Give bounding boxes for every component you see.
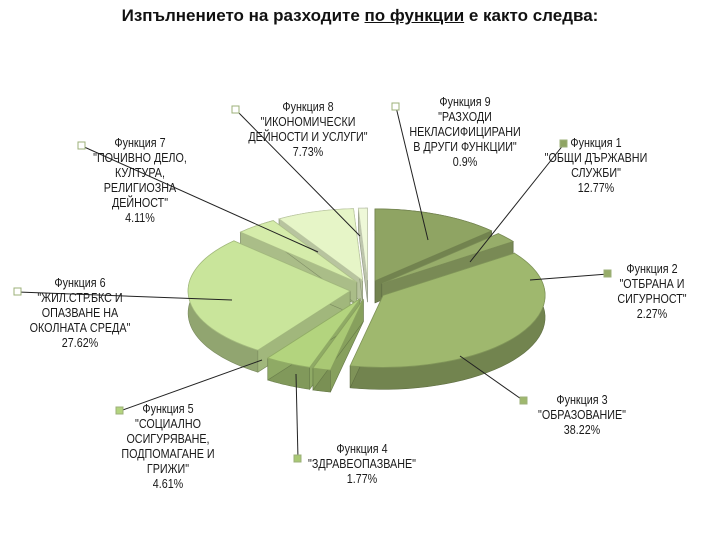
- slice-name: Функция 7: [114, 136, 166, 150]
- slice-label-9: Функция 9 "РАЗХОДИ НЕКЛАСИФИЦИРАНИ В ДРУГИ …: [396, 95, 534, 170]
- slice-category-line: "ИКОНОМИЧЕСКИ: [260, 115, 356, 129]
- slice-percent: 12.77%: [577, 181, 615, 195]
- slice-category-line: "ПОЧИВНО ДЕЛО,: [93, 151, 187, 165]
- legend-marker-7: [77, 141, 86, 150]
- leader-line-6: [17, 291, 233, 301]
- leader-line-8: [235, 109, 361, 237]
- slice-category-line: ОКОЛНАТА СРЕДА": [29, 321, 131, 335]
- slice-percent: 7.73%: [292, 145, 324, 159]
- slice-category-line: ПОДПОМАГАНЕ И: [121, 447, 215, 461]
- slide-title: Изпълнението на разходите по функции е к…: [121, 6, 599, 25]
- slice-name: Функция 1: [570, 136, 622, 150]
- slice-category-line: "СОЦИАЛНО: [135, 417, 201, 431]
- slice-category-line: В ДРУГИ ФУНКЦИИ": [413, 140, 517, 154]
- leader-line-3: [459, 355, 525, 402]
- slice-category-line: КУЛТУРА,: [115, 166, 165, 180]
- slice-percent: 1.77%: [346, 472, 378, 486]
- slice-label-1: Функция 1 "ОБЩИ ДЪРЖАВНИ СЛУЖБИ" 12.77%: [527, 136, 665, 196]
- slice-name: Функция 4: [336, 442, 388, 456]
- leader-line-9: [395, 106, 429, 241]
- legend-marker-1: [559, 139, 568, 148]
- slice-category-line: ДЕЙНОСТИ И УСЛУГИ": [248, 130, 368, 144]
- slice-name: Функция 9: [439, 95, 491, 109]
- legend-marker-3: [519, 396, 528, 405]
- pie-slice-9: [357, 207, 368, 303]
- slice-name: Функция 3: [556, 393, 608, 407]
- slice-percent: 4.11%: [125, 211, 155, 225]
- slice-category-line: "ЖИЛ.СТР.БКС И: [37, 291, 123, 305]
- leader-line-5: [119, 359, 263, 412]
- pie-slice-6: [187, 240, 351, 373]
- slice-name: Функция 8: [282, 100, 334, 114]
- slice-category-line: "ОБРАЗОВАНИЕ": [538, 408, 626, 422]
- pie-slice-3: [349, 252, 546, 390]
- leader-line-2: [529, 273, 609, 281]
- legend-marker-8: [231, 105, 240, 114]
- slice-category-line: СИГУРНОСТ": [617, 292, 687, 306]
- slice-name: Функция 5: [142, 402, 194, 416]
- slice-category-line: ДЕЙНОСТ": [111, 196, 169, 210]
- pie-slice-4: [312, 298, 364, 393]
- slice-percent: 27.62%: [61, 336, 99, 350]
- legend-marker-9: [391, 102, 400, 111]
- slice-category-line: СЛУЖБИ": [571, 166, 621, 180]
- leader-line-1: [469, 143, 565, 263]
- slice-label-7: Функция 7 "ПОЧИВНО ДЕЛО, КУЛТУРА, РЕЛИГИОЗН…: [71, 136, 209, 226]
- slice-name: Функция 2: [626, 262, 678, 276]
- slice-label-8: Функция 8 "ИКОНОМИЧЕСКИ ДЕЙНОСТИ И УСЛУГИ"…: [239, 100, 377, 160]
- slice-label-3: Функция 3 "ОБРАЗОВАНИЕ" 38.22%: [513, 393, 651, 438]
- slice-category-line: "РАЗХОДИ: [438, 110, 492, 124]
- slice-category-line: "ОТБРАНА И: [619, 277, 685, 291]
- legend-marker-5: [115, 406, 124, 415]
- slice-percent: 0.9%: [452, 155, 478, 169]
- slice-label-6: Функция 6 "ЖИЛ.СТР.БКС И ОПАЗВАНЕ НА ОКОЛНА…: [11, 276, 149, 351]
- slice-label-2: Функция 2 "ОТБРАНА И СИГУРНОСТ" 2.27%: [583, 262, 720, 322]
- slice-category-line: ОПАЗВАНЕ НА: [41, 306, 119, 320]
- leader-line-4: [295, 373, 299, 460]
- legend-marker-2: [603, 269, 612, 278]
- slice-category-line: "ОБЩИ ДЪРЖАВНИ: [544, 151, 648, 165]
- slice-category-line: РЕЛИГИОЗНА: [103, 181, 177, 195]
- leader-line-7: [81, 145, 319, 253]
- slice-category-line: ОСИГУРЯВАНЕ,: [126, 432, 210, 446]
- slice-percent: 2.27%: [636, 307, 668, 321]
- slice-name: Функция 6: [54, 276, 106, 290]
- legend-marker-4: [293, 454, 302, 463]
- slice-category-line: НЕКЛАСИФИЦИРАНИ: [409, 125, 521, 139]
- slice-percent: 38.22%: [563, 423, 601, 437]
- slice-category-line: "ЗДРАВЕОПАЗВАНЕ": [308, 457, 416, 471]
- legend-marker-6: [13, 287, 22, 296]
- slice-percent: 4.61%: [152, 477, 184, 491]
- slice-label-4: Функция 4 "ЗДРАВЕОПАЗВАНЕ" 1.77%: [293, 442, 431, 487]
- slice-category-line: ГРИЖИ": [146, 462, 190, 476]
- slice-label-5: Функция 5 "СОЦИАЛНО ОСИГУРЯВАНЕ, ПОДПОМАГАН…: [99, 402, 237, 492]
